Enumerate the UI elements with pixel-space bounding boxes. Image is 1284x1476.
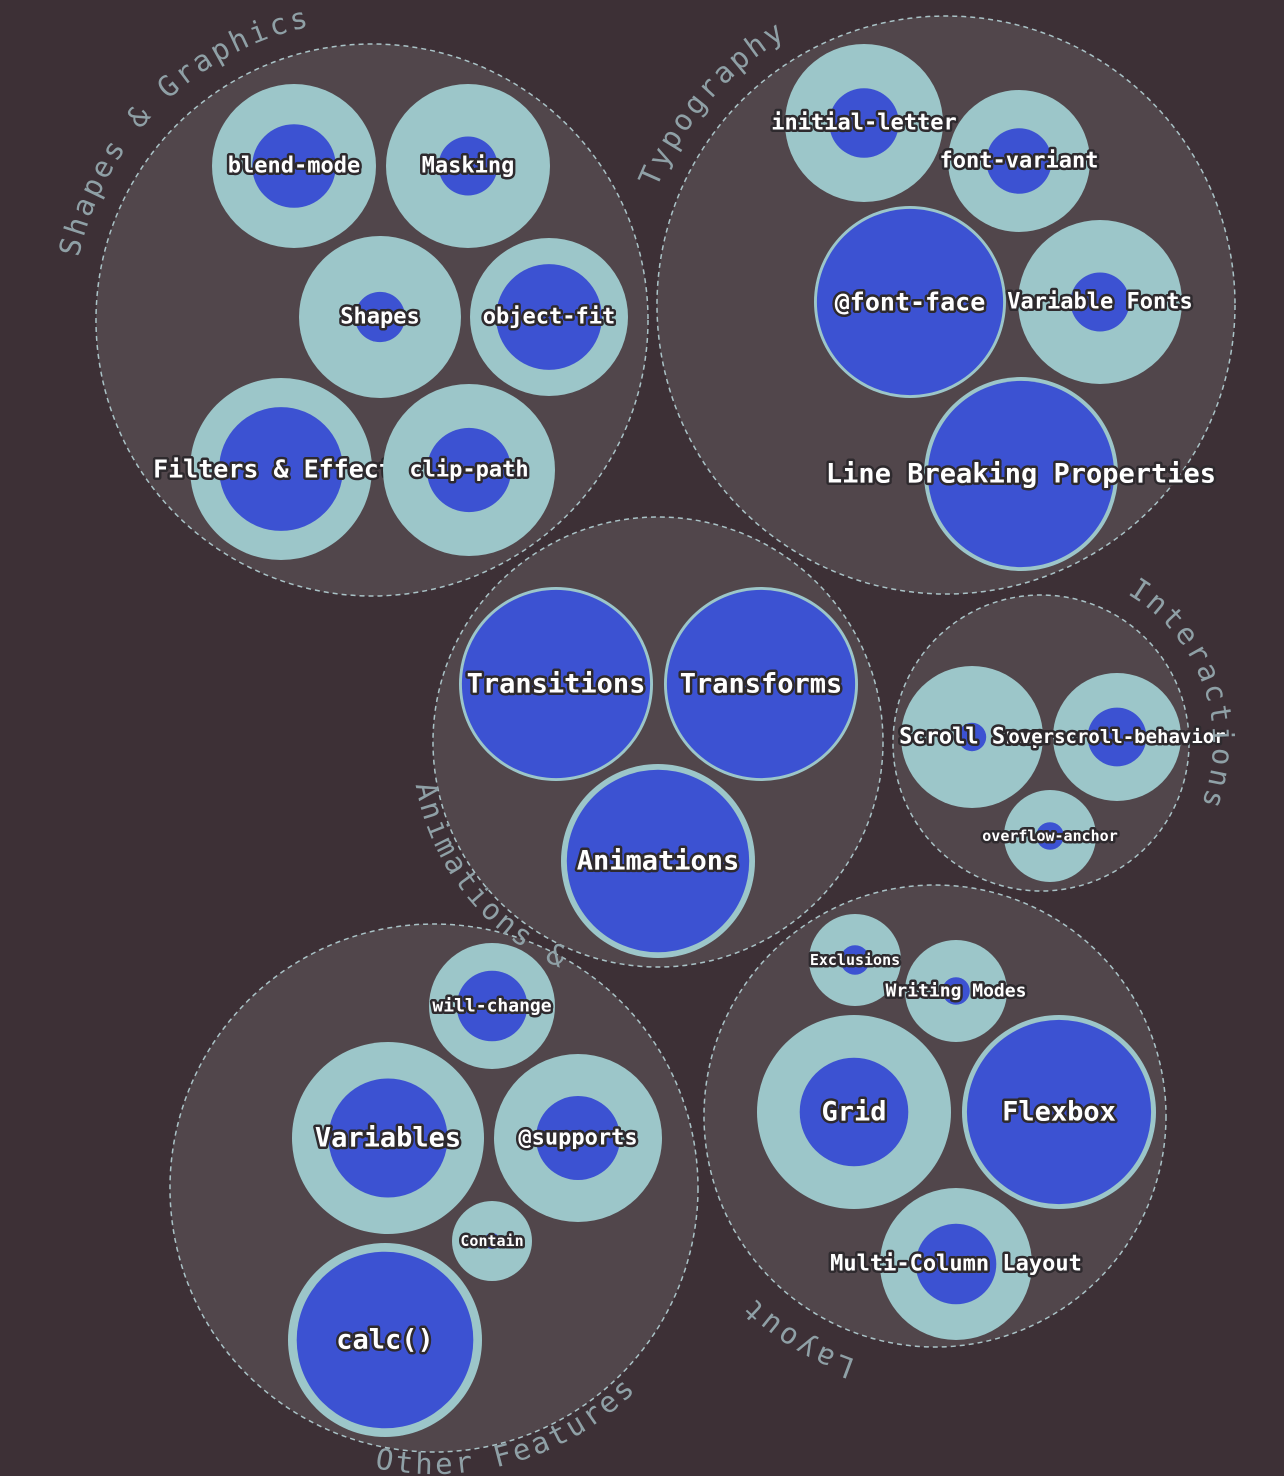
item-writing-modes[interactable]: Writing Modes xyxy=(883,940,1029,1042)
item-overflow-anchor[interactable]: overflow-anchor xyxy=(980,790,1120,882)
item-supports[interactable]: @supports xyxy=(494,1054,662,1222)
item-label-overscroll-behavior: overscroll-behavior xyxy=(1008,726,1225,748)
group-typography[interactable]: initial-letter font-variant @font-face Vari… xyxy=(656,15,1236,595)
item-label-variable-fonts: Variable Fonts xyxy=(1007,290,1192,315)
item-inner-circle-transforms xyxy=(666,589,856,779)
item-animations[interactable]: Animations xyxy=(561,764,755,958)
item-scroll-snap[interactable]: Scroll Snap xyxy=(897,666,1047,808)
item-label-initial-letter: initial-letter xyxy=(771,111,956,136)
item-inner-circle-animations xyxy=(566,769,750,953)
item-label-writing-modes: Writing Modes xyxy=(886,981,1027,1002)
item-font-face[interactable]: @font-face xyxy=(814,206,1006,398)
item-masking[interactable]: Masking xyxy=(386,84,550,248)
item-inner-circle-exclusions xyxy=(840,945,870,975)
item-inner-circle-calc xyxy=(296,1251,474,1429)
item-label-flexbox: Flexbox xyxy=(1002,1097,1116,1128)
item-grid[interactable]: Grid xyxy=(757,1015,951,1209)
item-contain[interactable]: Contain xyxy=(452,1201,532,1281)
item-label-contain: Contain xyxy=(460,1232,523,1250)
item-label-object-fit: object-fit xyxy=(483,305,615,330)
item-label-transitions: Transitions xyxy=(467,669,646,700)
item-inner-circle-blend-mode xyxy=(252,124,336,208)
item-label-filters-effects: Filters & Effects xyxy=(153,455,409,484)
item-label-font-variant: font-variant xyxy=(940,149,1099,174)
item-inner-circle-will-change xyxy=(456,970,528,1042)
item-label-multi-column-layout: Multi-Column Layout xyxy=(830,1252,1082,1277)
item-label-supports: @supports xyxy=(518,1126,637,1151)
item-transforms[interactable]: Transforms xyxy=(664,587,858,781)
item-inner-circle-variables xyxy=(328,1078,448,1198)
item-inner-circle-line-breaking-properties xyxy=(927,380,1115,568)
item-inner-circle-masking xyxy=(438,136,498,196)
item-object-fit[interactable]: object-fit xyxy=(470,238,628,396)
item-inner-circle-contain xyxy=(484,1233,500,1249)
item-will-change[interactable]: will-change xyxy=(429,943,555,1069)
item-inner-circle-variable-fonts xyxy=(1070,272,1130,332)
item-multi-column-layout[interactable]: Multi-Column Layout xyxy=(828,1188,1084,1340)
item-inner-circle-initial-letter xyxy=(829,88,899,158)
item-label-font-face: @font-face xyxy=(835,288,986,317)
item-shapes[interactable]: Shapes xyxy=(299,236,461,398)
group-animations-transforms[interactable]: Transitions Transforms Animations xyxy=(432,516,884,968)
groups-layer: blend-mode Masking Shapes object-fit Filters… xyxy=(95,15,1236,1453)
item-initial-letter[interactable]: initial-letter xyxy=(769,44,959,202)
item-inner-circle-flexbox xyxy=(966,1019,1152,1205)
item-label-overflow-anchor: overflow-anchor xyxy=(982,827,1117,845)
item-label-transforms: Transforms xyxy=(680,669,843,700)
item-inner-circle-supports xyxy=(536,1096,620,1180)
item-inner-circle-filters-effects xyxy=(219,407,343,531)
item-label-exclusions: Exclusions xyxy=(810,951,900,969)
item-inner-circle-shapes xyxy=(354,291,406,343)
item-line-breaking-properties[interactable]: Line Breaking Properties xyxy=(823,377,1219,571)
item-label-calc: calc() xyxy=(336,1325,434,1356)
item-inner-circle-scroll-snap xyxy=(957,722,987,752)
item-inner-circle-font-variant xyxy=(986,128,1052,194)
item-variable-fonts[interactable]: Variable Fonts xyxy=(1005,220,1195,384)
item-clip-path[interactable]: clip-path xyxy=(383,384,555,556)
item-filters-effects[interactable]: Filters & Effects xyxy=(151,378,411,560)
item-inner-circle-clip-path xyxy=(426,427,512,513)
item-flexbox[interactable]: Flexbox xyxy=(962,1015,1156,1209)
item-blend-mode[interactable]: blend-mode xyxy=(212,84,376,248)
item-label-variables: Variables xyxy=(315,1123,461,1154)
item-calc[interactable]: calc() xyxy=(288,1243,482,1437)
item-variables[interactable]: Variables xyxy=(292,1042,484,1234)
group-layout[interactable]: Exclusions Writing Modes Grid Flexbox Multi-… xyxy=(703,884,1167,1348)
item-transitions[interactable]: Transitions xyxy=(459,587,653,781)
item-label-shapes: Shapes xyxy=(340,305,419,330)
item-exclusions[interactable]: Exclusions xyxy=(807,914,903,1006)
group-other-features[interactable]: will-change Variables @supports Contain calc… xyxy=(169,923,699,1453)
item-label-animations: Animations xyxy=(577,846,740,877)
item-label-blend-mode: blend-mode xyxy=(228,154,360,179)
item-label-clip-path: clip-path xyxy=(409,458,528,483)
item-inner-circle-overscroll-behavior xyxy=(1087,707,1147,767)
item-label-will-change: will-change xyxy=(432,996,551,1017)
item-inner-circle-grid xyxy=(799,1057,909,1167)
item-inner-circle-writing-modes xyxy=(942,977,970,1005)
item-inner-circle-multi-column-layout xyxy=(915,1223,997,1305)
item-label-grid: Grid xyxy=(821,1097,886,1128)
item-label-line-breaking-properties: Line Breaking Properties xyxy=(826,459,1216,490)
item-font-variant[interactable]: font-variant xyxy=(937,90,1101,232)
item-inner-circle-font-face xyxy=(816,208,1004,396)
item-overscroll-behavior[interactable]: overscroll-behavior xyxy=(1006,673,1228,801)
item-inner-circle-overflow-anchor xyxy=(1036,822,1064,850)
group-shapes-graphics[interactable]: blend-mode Masking Shapes object-fit Filters… xyxy=(95,43,649,597)
item-label-scroll-snap: Scroll Snap xyxy=(899,725,1045,750)
item-inner-circle-object-fit xyxy=(496,264,602,370)
item-label-masking: Masking xyxy=(422,154,515,179)
item-inner-circle-transitions xyxy=(461,589,651,779)
